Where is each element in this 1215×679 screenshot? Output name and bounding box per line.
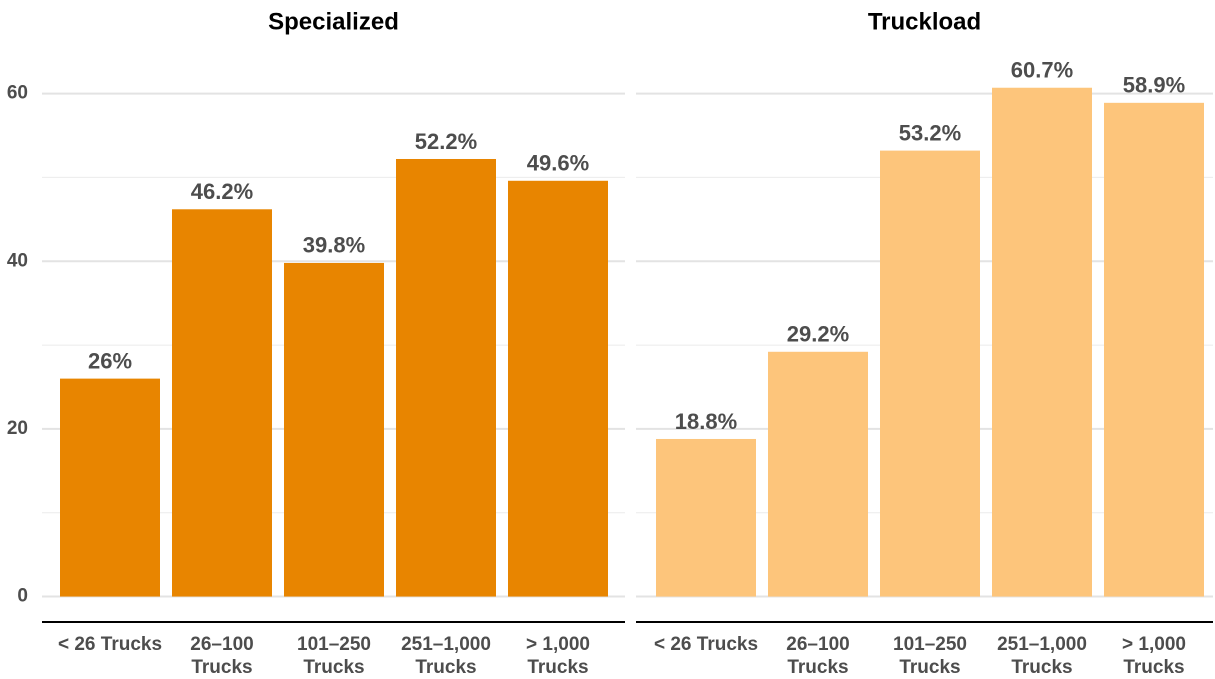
- value-label: 60.7%: [1011, 58, 1073, 83]
- bar: [880, 150, 980, 597]
- value-label: 46.2%: [191, 179, 253, 204]
- x-tick-label: < 26 Trucks: [653, 634, 759, 655]
- x-tick-label: 251–1,000 Trucks: [997, 634, 1087, 678]
- x-tick-label: > 1,000 Trucks: [1122, 634, 1186, 678]
- bar: [656, 438, 756, 597]
- x-tick-label: 26–100 Trucks: [190, 634, 254, 678]
- value-label: 49.6%: [527, 151, 589, 176]
- panel-title: Truckload: [868, 8, 981, 35]
- y-tick-label: 20: [7, 418, 28, 439]
- y-tick-label: 0: [17, 586, 28, 607]
- x-tick-label: < 26 Trucks: [57, 634, 163, 655]
- bar: [60, 378, 160, 597]
- bar: [768, 351, 868, 597]
- value-label: 29.2%: [787, 322, 849, 347]
- value-label: 53.2%: [899, 120, 961, 145]
- value-label: 52.2%: [415, 129, 477, 154]
- value-label: 18.8%: [675, 409, 737, 434]
- y-tick-label: 60: [7, 83, 28, 104]
- value-label: 39.8%: [303, 233, 365, 258]
- bar: [284, 262, 384, 597]
- bar: [508, 180, 608, 597]
- x-tick-label: 251–1,000 Trucks: [401, 634, 491, 678]
- y-tick-label: 40: [7, 250, 28, 271]
- bar: [1104, 102, 1204, 597]
- x-tick-label: > 1,000 Trucks: [526, 634, 590, 678]
- x-tick-label: 101–250 Trucks: [893, 634, 967, 678]
- x-tick-label: 101–250 Trucks: [297, 634, 371, 678]
- bar: [172, 209, 272, 597]
- value-label: 26%: [88, 348, 132, 373]
- value-label: 58.9%: [1123, 73, 1185, 98]
- panel-title: Specialized: [268, 8, 399, 35]
- x-tick-label: 26–100 Trucks: [786, 634, 850, 678]
- bar: [396, 158, 496, 597]
- bar: [992, 87, 1092, 597]
